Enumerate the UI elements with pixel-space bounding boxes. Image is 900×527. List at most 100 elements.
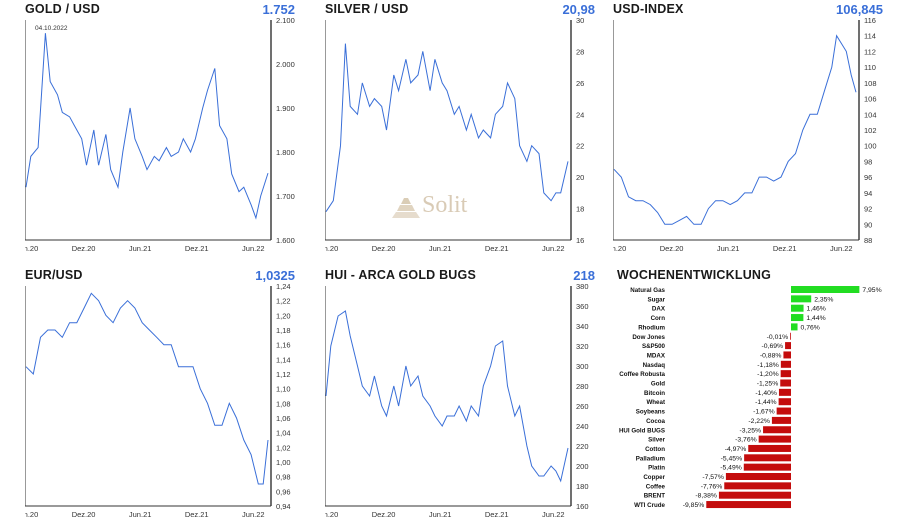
y-tick-label-right: 1.700 — [276, 192, 295, 201]
y-tick-label-right: 0,94 — [276, 502, 291, 511]
x-tick-label: Jun.21 — [429, 510, 452, 519]
value-label: -7,57% — [702, 474, 724, 481]
y-tick-label-right: 240 — [576, 422, 589, 431]
category-label: MDAX — [647, 352, 666, 359]
x-tick-label: Dez.20 — [372, 510, 396, 519]
gold-value: 1.752 — [262, 2, 295, 17]
silver-panel: SILVER / USD 20,98 161618182020222224242… — [325, 0, 615, 255]
value-label: -4,97% — [725, 446, 747, 453]
y-tick-label-right: 1,20 — [276, 311, 291, 320]
bar — [778, 398, 791, 406]
x-tick-label: Dez.21 — [185, 510, 209, 519]
value-label: -9,85% — [683, 502, 705, 509]
gold-panel: GOLD / USD 1.752 1.6001.6001.7001.7001.8… — [25, 0, 315, 255]
y-tick-label-right: 26 — [576, 79, 584, 88]
hui-chart: 1601601801802002002202202402402602602802… — [325, 282, 589, 519]
y-tick-label-right: 98 — [864, 157, 872, 166]
value-label: -1,67% — [753, 409, 775, 416]
x-tick-label: Dez.21 — [485, 244, 509, 253]
y-tick-label-right: 24 — [576, 110, 584, 119]
y-tick-label-right: 160 — [576, 502, 589, 511]
eur-usd-panel: EUR/USD 1,0325 0,940,940,960,960,980,981… — [25, 266, 315, 521]
x-tick-label: Jun.20 — [25, 244, 38, 253]
y-tick-label-right: 1,24 — [276, 282, 291, 291]
y-tick-label-right: 380 — [576, 282, 589, 291]
category-label: Corn — [651, 315, 666, 322]
x-tick-label: Jun.22 — [242, 244, 265, 253]
eur-usd-title: EUR/USD — [25, 268, 83, 282]
y-tick-label-right: 94 — [864, 189, 872, 198]
y-tick-label-right: 1,00 — [276, 458, 291, 467]
category-label: Cotton — [645, 446, 665, 453]
value-label: 1,44% — [806, 315, 825, 322]
y-tick-label-right: 1,10 — [276, 385, 291, 394]
value-label: -0,01% — [767, 334, 789, 341]
value-label: 1,46% — [807, 306, 826, 313]
x-tick-label: Dez.21 — [185, 244, 209, 253]
y-tick-label-right: 20 — [576, 173, 584, 182]
y-tick-label-right: 340 — [576, 322, 589, 331]
y-tick-label-right: 110 — [864, 63, 876, 72]
bar — [791, 295, 812, 303]
y-tick-label-right: 116 — [864, 16, 876, 25]
bar — [743, 463, 791, 471]
wochenentwicklung-chart: Natural Gas 7,95% Sugar 2,35% DAX 1,46% Corn 1,… — [619, 286, 882, 509]
category-label: Copper — [643, 474, 665, 481]
wochenentwicklung-panel: WOCHENENTWICKLUNG Natural Gas 7,95% Sugar 2… — [617, 266, 900, 527]
y-tick-label-right: 114 — [864, 32, 876, 41]
x-tick-label: Jun.22 — [830, 244, 853, 253]
bar — [791, 323, 798, 331]
y-tick-label-right: 300 — [576, 362, 589, 371]
bar — [785, 342, 791, 350]
category-label: Bitcoin — [644, 390, 665, 397]
solit-watermark: Solit — [422, 192, 468, 218]
value-label: -8,38% — [695, 493, 717, 500]
y-tick-label-right: 22 — [576, 142, 584, 151]
value-label: -3,25% — [740, 427, 762, 434]
category-label: Coffee — [646, 483, 666, 490]
bar — [718, 491, 791, 499]
y-tick-label-right: 104 — [864, 110, 877, 119]
solit-logo — [392, 198, 420, 218]
bar — [758, 435, 791, 443]
value-label: -5,45% — [721, 455, 743, 462]
value-label: -1,18% — [757, 362, 779, 369]
y-tick-label-right: 1.600 — [276, 236, 295, 245]
y-tick-label-right: 1,04 — [276, 429, 291, 438]
x-tick-label: Jun.21 — [717, 244, 740, 253]
hui-panel: HUI - ARCA GOLD BUGS 218 160160180180200… — [325, 266, 615, 521]
y-tick-label-right: 1,02 — [276, 443, 291, 452]
y-tick-label-right: 320 — [576, 342, 589, 351]
y-tick-label-right: 102 — [864, 126, 877, 135]
y-tick-label-right: 100 — [864, 142, 877, 151]
category-label: Soybeans — [636, 409, 666, 416]
value-label: -0,69% — [762, 343, 784, 350]
y-tick-label-right: 0,98 — [276, 473, 291, 482]
series-line — [325, 43, 569, 212]
gold-chart: 1.6001.6001.7001.7001.8001.8001.9001.900… — [25, 16, 295, 253]
bar — [791, 304, 804, 312]
bar — [780, 360, 791, 368]
gold-title: GOLD / USD — [25, 2, 100, 16]
x-tick-label: Jun.20 — [613, 244, 626, 253]
y-tick-label-right: 106 — [864, 95, 877, 104]
category-label: Silver — [648, 437, 665, 444]
bar — [771, 416, 791, 424]
y-tick-label-right: 108 — [864, 79, 877, 88]
bar — [748, 444, 791, 452]
value-label: -1,20% — [757, 371, 779, 378]
category-label: WTI Crude — [634, 502, 665, 509]
x-tick-label: Jun.21 — [129, 244, 152, 253]
x-tick-label: Jun.22 — [542, 244, 565, 253]
x-tick-label: Jun.20 — [325, 244, 338, 253]
x-tick-label: Dez.20 — [72, 244, 96, 253]
series-line — [325, 310, 569, 483]
x-tick-label: Jun.22 — [542, 510, 565, 519]
silver-title: SILVER / USD — [325, 2, 409, 16]
category-label: Gold — [651, 381, 665, 388]
bar — [791, 286, 860, 293]
value-label: -1,44% — [755, 399, 777, 406]
y-tick-label-right: 1,06 — [276, 414, 291, 423]
bar — [724, 482, 791, 490]
date-annotation: 04.10.2022 — [35, 25, 68, 32]
